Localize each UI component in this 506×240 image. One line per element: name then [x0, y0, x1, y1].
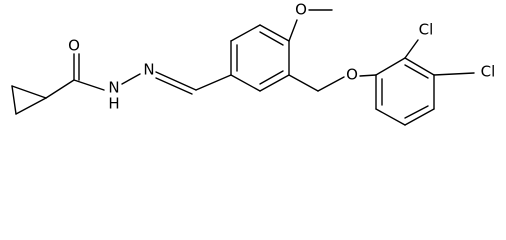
atom-label: O	[295, 1, 307, 19]
bonds	[11, 9, 475, 126]
atom-label: O	[346, 66, 358, 84]
atom-label: N	[143, 61, 154, 79]
atom-label: Cl	[419, 21, 434, 39]
atom-label: H	[108, 95, 119, 113]
molecule-diagram: O N H N O O Cl Cl	[11, 1, 495, 126]
atom-label: O	[68, 37, 80, 55]
atom-label: Cl	[481, 63, 496, 81]
atom-label: N	[108, 79, 119, 97]
atom-labels: O N H N O O Cl Cl	[68, 1, 495, 113]
